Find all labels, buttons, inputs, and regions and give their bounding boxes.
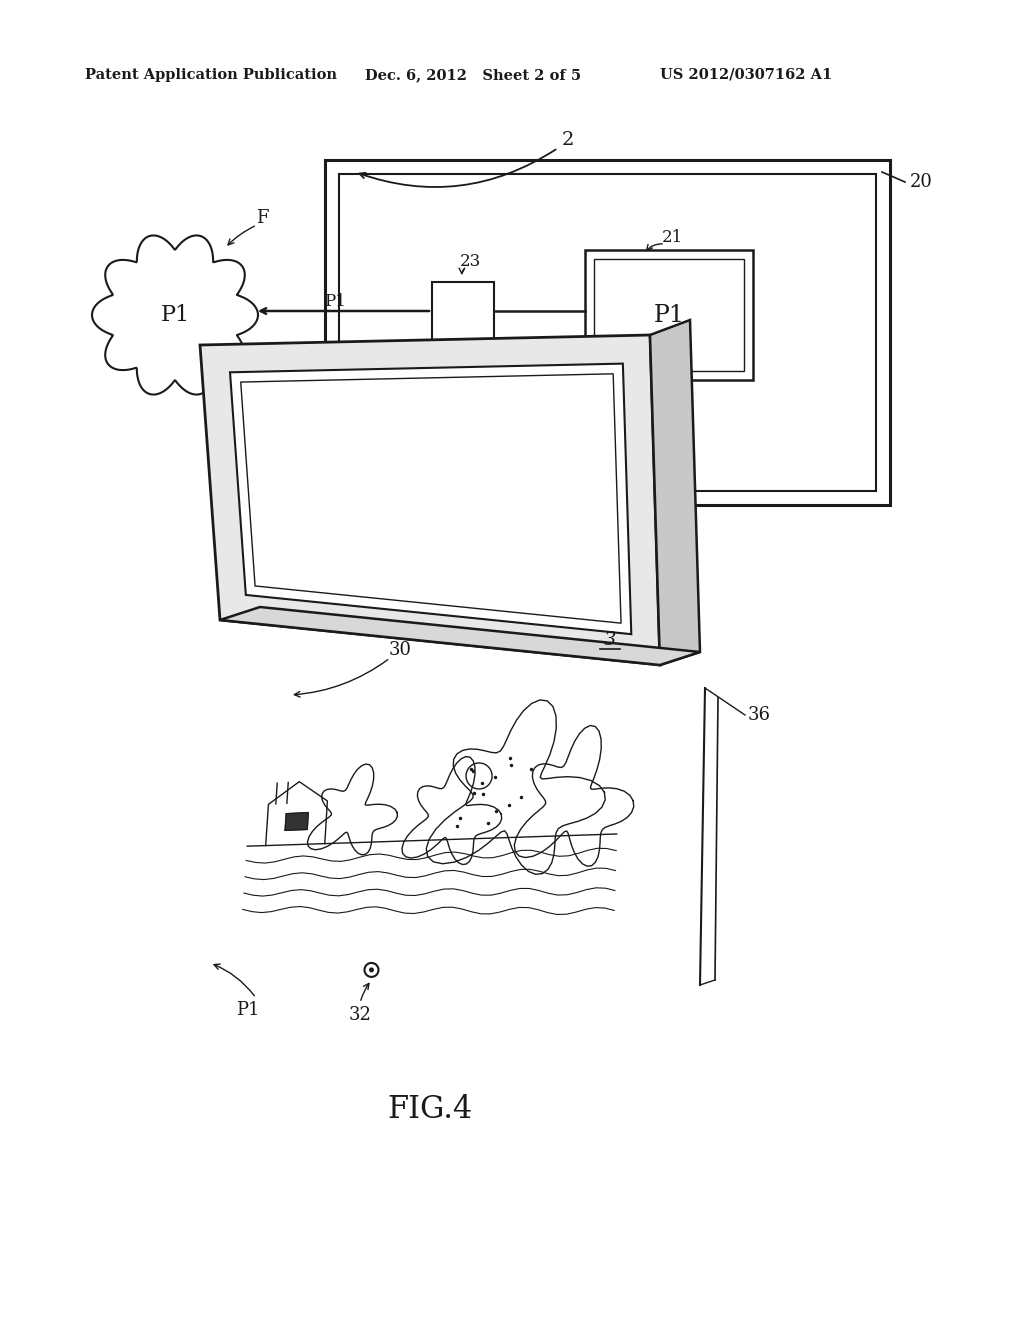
Text: PRIOR ART: PRIOR ART [404,576,620,609]
Text: Patent Application Publication: Patent Application Publication [85,69,337,82]
Polygon shape [650,319,700,665]
Text: 23: 23 [460,253,480,271]
Text: 21: 21 [662,230,683,247]
Bar [585,249,753,380]
Text: 3: 3 [604,631,616,649]
Polygon shape [241,374,621,623]
Polygon shape [92,235,258,395]
Bar [325,160,890,506]
Text: P1: P1 [324,293,346,310]
Polygon shape [307,764,397,855]
Bar [339,174,876,491]
Text: US 2012/0307162 A1: US 2012/0307162 A1 [660,69,833,82]
Polygon shape [402,756,502,865]
Circle shape [369,968,374,973]
Text: FIG.4: FIG.4 [387,1094,473,1126]
Polygon shape [426,700,605,874]
Text: 20: 20 [910,173,933,191]
Text: P1: P1 [237,1001,260,1019]
Text: F: F [256,209,268,227]
Text: FIG.3: FIG.3 [469,532,555,564]
Polygon shape [220,607,700,665]
Text: P1: P1 [653,304,684,326]
Polygon shape [230,363,632,634]
Polygon shape [200,335,660,665]
Polygon shape [285,813,308,830]
Polygon shape [514,726,634,866]
Text: 2: 2 [562,131,574,149]
Bar [432,282,494,341]
Bar [594,259,744,371]
Text: 32: 32 [348,1006,372,1024]
Text: P1: P1 [161,304,189,326]
Text: 30: 30 [388,642,412,659]
Text: 36: 36 [748,706,771,723]
Text: Dec. 6, 2012   Sheet 2 of 5: Dec. 6, 2012 Sheet 2 of 5 [365,69,582,82]
